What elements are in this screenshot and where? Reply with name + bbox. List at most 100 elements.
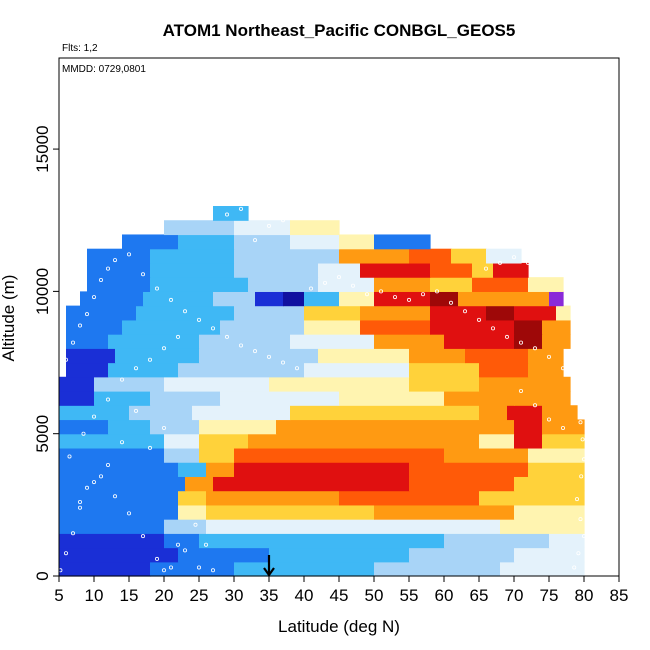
x-tick-label: 65	[470, 586, 489, 605]
heatmap-cell	[430, 291, 459, 307]
observation-point	[182, 309, 187, 314]
heatmap-cell	[213, 206, 249, 221]
observation-point	[448, 300, 453, 305]
heatmap-cell	[493, 262, 529, 278]
observation-point	[406, 297, 411, 302]
heatmap-cell	[150, 262, 235, 278]
heatmap-cell	[94, 376, 165, 392]
x-tick-label: 50	[365, 586, 384, 605]
observation-point	[81, 431, 86, 436]
heatmap-cell	[164, 220, 235, 236]
observation-point	[224, 212, 229, 217]
heatmap-cell	[115, 348, 200, 364]
observation-point	[238, 343, 243, 348]
heatmap-cell	[164, 447, 200, 463]
observation-point	[133, 408, 138, 413]
heatmap-cell	[528, 447, 585, 463]
heatmap-cell	[374, 561, 501, 577]
observation-point	[579, 474, 584, 479]
arrow-head	[263, 567, 275, 577]
observation-point	[561, 366, 566, 371]
heatmap-cell	[192, 405, 291, 421]
heatmap-cell	[129, 405, 193, 421]
x-tick-label: 15	[120, 586, 139, 605]
observation-point	[127, 252, 132, 257]
heatmap-cell	[528, 462, 585, 477]
heatmap-cell	[164, 533, 200, 549]
heatmap-cell	[94, 391, 151, 406]
heatmap-cell	[234, 220, 291, 236]
heatmap-cell	[528, 348, 564, 364]
observation-point	[147, 445, 152, 450]
heatmap-cell	[514, 433, 543, 449]
heatmap-cell	[486, 248, 522, 264]
heatmap-cell	[150, 419, 200, 435]
heatmap-cell	[542, 334, 571, 349]
heatmap-cell	[339, 234, 375, 250]
heatmap-cell	[87, 277, 151, 292]
x-tick-label: 60	[435, 586, 454, 605]
heatmap-cell	[444, 447, 529, 463]
observation-point	[71, 340, 76, 345]
heatmap-cell	[479, 433, 515, 449]
heatmap-cell	[514, 504, 585, 520]
observation-point	[308, 286, 313, 291]
heatmap-cell	[87, 262, 151, 278]
heatmap-cell	[283, 291, 305, 307]
y-axis-label: Altitude (m)	[0, 275, 18, 362]
heatmap-cell	[234, 248, 340, 264]
observation-point	[175, 542, 180, 547]
date-label: MMDD: 0729,0801	[62, 64, 146, 75]
heatmap-cell	[451, 248, 487, 264]
observation-point	[71, 531, 76, 536]
observation-point	[78, 499, 83, 504]
heatmap-cell	[479, 376, 529, 392]
heatmap-cell	[59, 376, 95, 392]
observation-points	[58, 206, 587, 573]
observation-point	[561, 425, 566, 430]
observation-point	[578, 517, 583, 522]
heatmap-cell	[206, 462, 235, 477]
heatmap-cell	[444, 533, 550, 549]
heatmap-cell	[59, 561, 151, 577]
heatmap-cell	[150, 248, 235, 264]
observation-point	[210, 326, 215, 331]
heatmap-cell	[276, 419, 480, 435]
heatmap-cell	[304, 291, 340, 307]
observation-point	[99, 277, 104, 282]
heatmap-cell	[59, 391, 95, 406]
observation-point	[420, 292, 425, 297]
heatmap-cell	[178, 234, 235, 250]
heatmap-cell	[59, 462, 179, 477]
observation-point	[504, 334, 509, 339]
heatmap-cell	[409, 476, 515, 492]
observation-point	[350, 283, 355, 288]
heatmap-cell	[486, 305, 515, 321]
heatmap-cell	[248, 277, 319, 292]
x-tick-label: 30	[225, 586, 244, 605]
heatmap-cell	[500, 561, 585, 577]
observation-point	[175, 334, 180, 339]
observation-point	[547, 417, 552, 422]
heatmap-cell	[199, 348, 319, 364]
heatmap-cell	[59, 433, 165, 449]
heatmap-cell	[234, 462, 410, 477]
observation-point	[120, 440, 125, 445]
observation-point	[154, 556, 159, 561]
heatmap-cell	[409, 376, 480, 392]
heatmap-cell	[213, 476, 410, 492]
observation-point	[92, 414, 97, 419]
observation-point	[497, 260, 502, 265]
observation-point	[78, 323, 83, 328]
heatmap-cell	[304, 362, 410, 378]
heatmap-cell	[472, 277, 529, 292]
observation-point	[64, 357, 69, 362]
observation-point	[582, 457, 587, 462]
heatmap-cell	[514, 419, 543, 435]
observation-point	[547, 354, 552, 359]
heatmap-cell	[430, 319, 515, 335]
x-tick-label: 55	[400, 586, 419, 605]
observation-point	[161, 568, 166, 573]
x-tick-label: 25	[190, 586, 209, 605]
